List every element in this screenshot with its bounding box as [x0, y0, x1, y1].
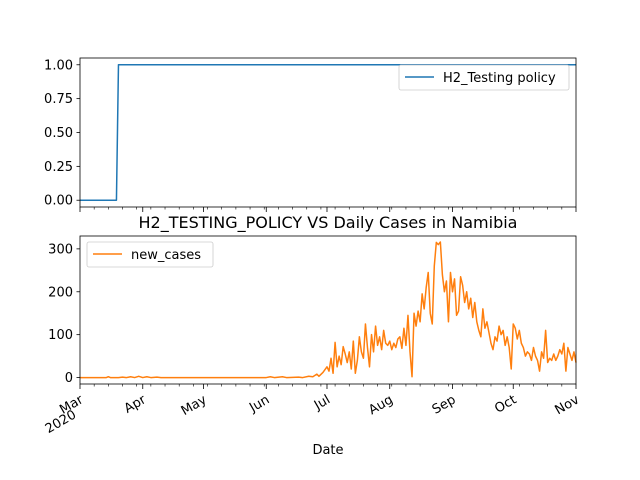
- y-tick-label: 0.00: [44, 194, 73, 209]
- x-tick-label: Jul: [311, 392, 333, 413]
- y-tick-label: 0: [65, 371, 73, 386]
- y-tick-label: 300: [48, 242, 73, 257]
- bottom-legend: new_cases: [86, 241, 214, 268]
- y-tick-label: 0.25: [44, 160, 73, 175]
- y-tick-label: 100: [48, 328, 73, 343]
- top-subplot: 0.00 0.25 0.50 0.75 1.00 H2_Testing policy: [44, 57, 577, 212]
- bottom-legend-box: [86, 241, 214, 268]
- y-tick-label: 0.75: [44, 92, 73, 107]
- bottom-legend-label: new_cases: [131, 248, 201, 263]
- x-axis-label: Date: [312, 443, 343, 458]
- x-tick-label: Aug: [366, 392, 395, 418]
- top-plot-lines: [80, 64, 576, 201]
- y-tick-label: 0.50: [44, 126, 73, 141]
- top-x-ticks: [79, 207, 577, 212]
- x-tick-label: Apr: [122, 392, 150, 417]
- x-tick-label: Nov: [553, 392, 583, 418]
- top-legend-box: [398, 64, 570, 91]
- bottom-subplot: H2_TESTING_POLICY VS Daily Cases in Nami…: [43, 213, 582, 458]
- bottom-plot-lines: [80, 241, 577, 379]
- x-tick-label: Oct: [492, 392, 519, 416]
- x-tick-label: Jun: [246, 392, 272, 416]
- bottom-y-ticks: 0 100 200 300: [48, 242, 80, 386]
- series-line-h2-testing-policy: [80, 64, 576, 201]
- y-tick-label: 200: [48, 285, 73, 300]
- y-tick-label: 1.00: [44, 58, 73, 73]
- top-y-ticks: 0.00 0.25 0.50 0.75 1.00: [44, 58, 80, 209]
- series-line-new-cases: [80, 241, 577, 379]
- x-tick-label: May: [179, 392, 210, 419]
- top-legend-label: H2_Testing policy: [443, 71, 556, 86]
- bottom-axes-frame: [79, 235, 577, 385]
- x-tick-label: Sep: [430, 392, 459, 417]
- bottom-chart-title: H2_TESTING_POLICY VS Daily Cases in Nami…: [139, 213, 518, 233]
- top-legend: H2_Testing policy: [398, 64, 570, 91]
